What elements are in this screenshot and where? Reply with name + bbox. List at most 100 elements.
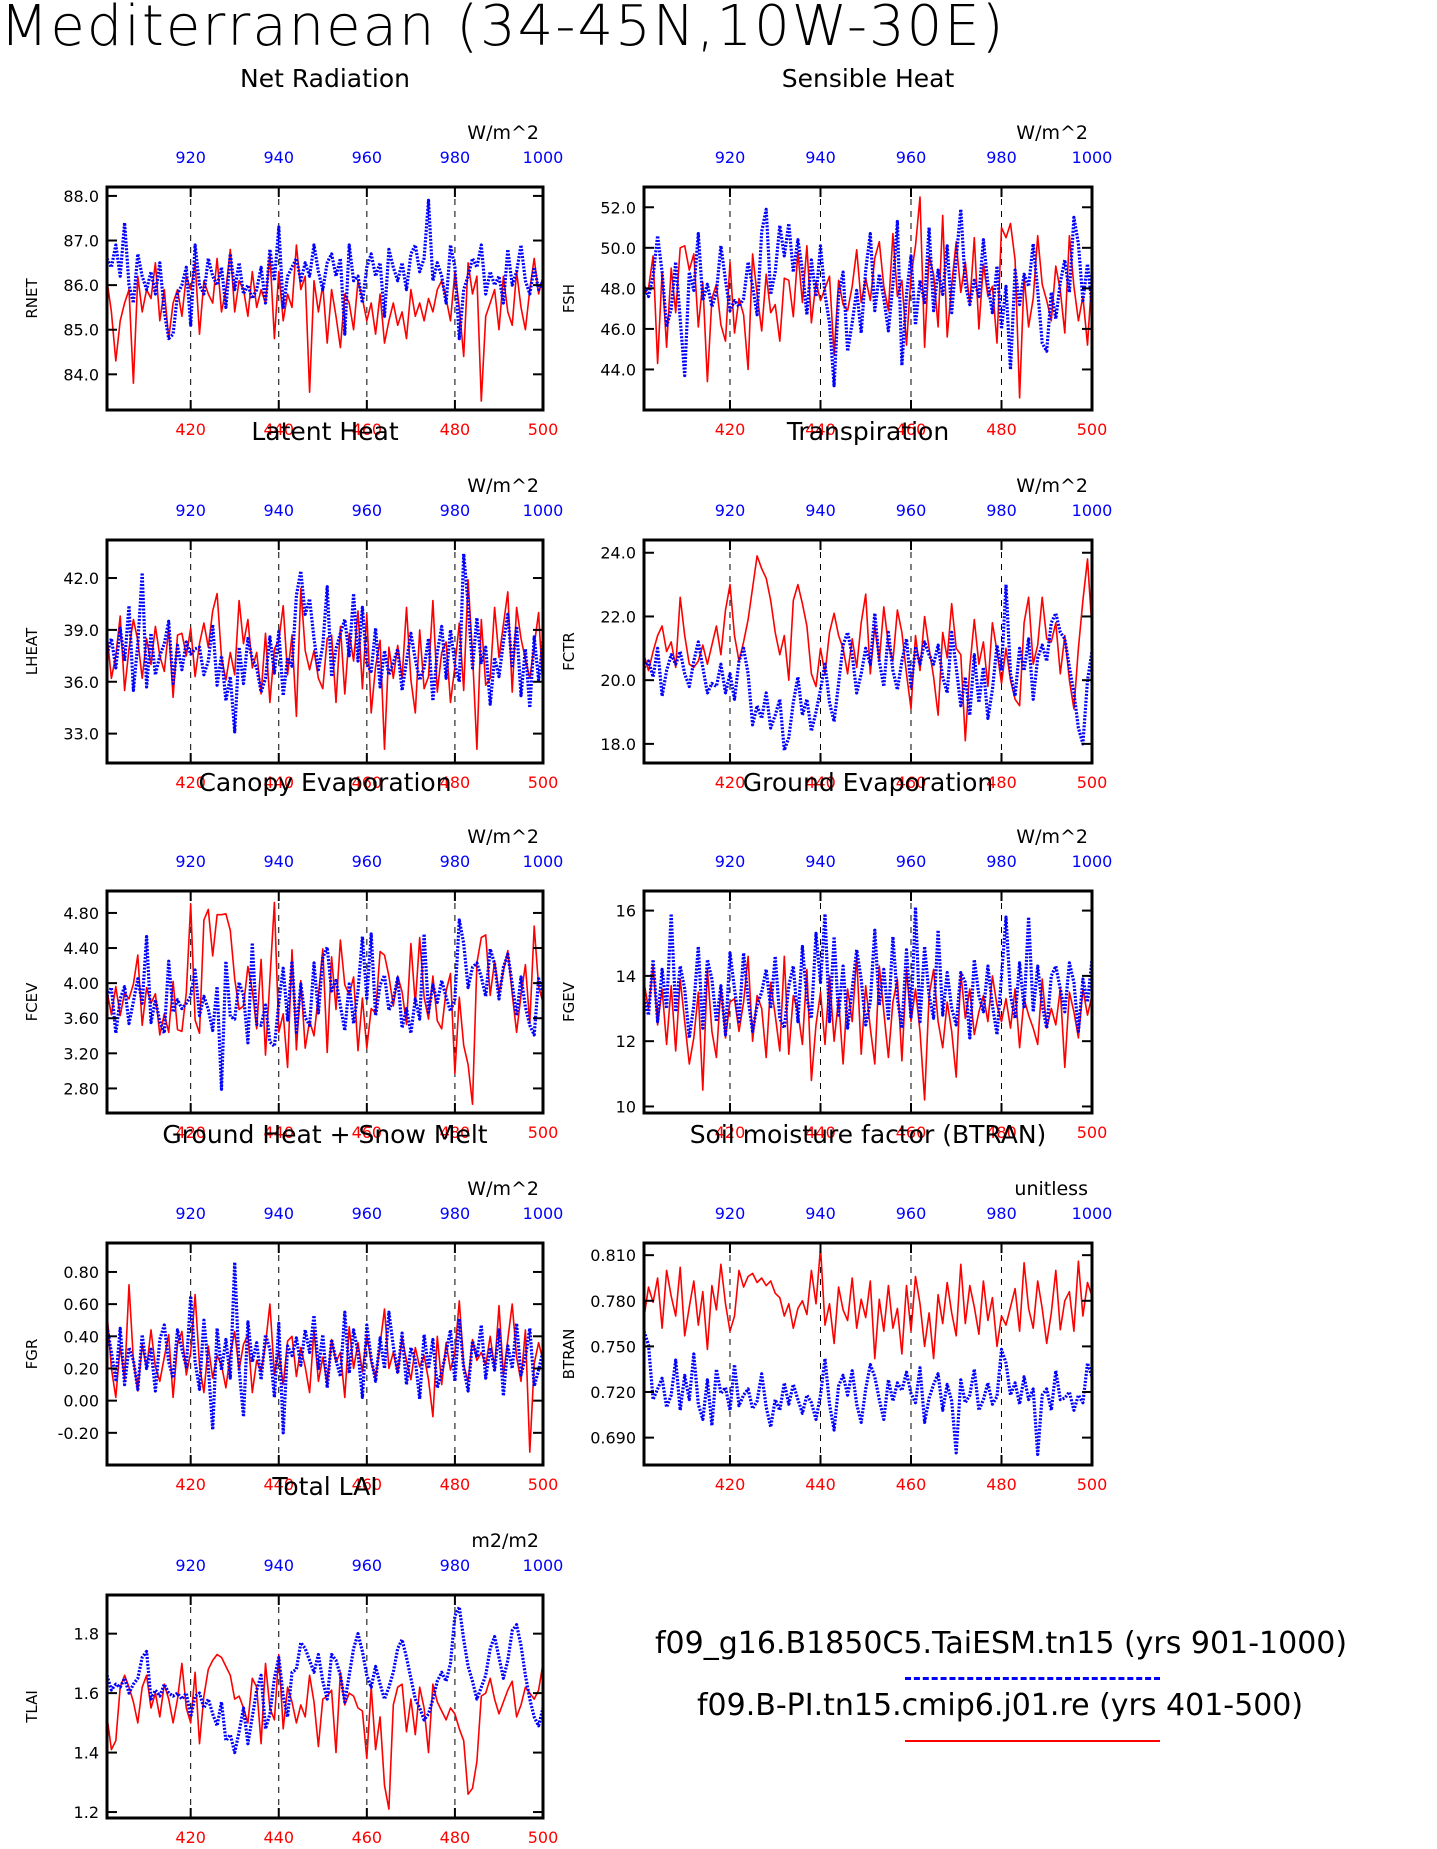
x-tick-label: 420 bbox=[175, 1123, 206, 1142]
units-label: W/m^2 bbox=[1016, 122, 1088, 144]
plot-frame bbox=[642, 538, 1094, 765]
y-tick-label: 4.00 bbox=[63, 974, 99, 993]
x-tick-label: 460 bbox=[352, 773, 383, 792]
y-tick-label: 84.0 bbox=[63, 365, 99, 384]
x-tick-label: 500 bbox=[1077, 1475, 1108, 1494]
x-top-tick-label: 920 bbox=[715, 1204, 746, 1223]
panel-title: Soil moisture factor (BTRAN) bbox=[690, 1120, 1047, 1149]
x-top-tick-label: 920 bbox=[175, 1556, 206, 1575]
panel-title: Ground Heat + Snow Melt bbox=[162, 1120, 487, 1149]
y-tick-label: 46.0 bbox=[600, 320, 636, 339]
x-top-tick-label: 920 bbox=[715, 148, 746, 167]
x-tick-label: 420 bbox=[175, 420, 206, 439]
y-axis-label: FGR bbox=[23, 1339, 41, 1370]
units-label: W/m^2 bbox=[467, 1178, 539, 1200]
x-top-tick-label: 980 bbox=[440, 148, 471, 167]
panel-fgr: Ground Heat + Snow Melt W/m^2 FGR -0.20 0.00… bbox=[23, 1120, 563, 1494]
x-top-tick-label: 960 bbox=[896, 852, 927, 871]
series-line-case2 bbox=[106, 244, 544, 402]
y-tick-label: 16 bbox=[616, 902, 636, 921]
x-top-tick-label: 1000 bbox=[1072, 1204, 1113, 1223]
units-label: W/m^2 bbox=[1016, 826, 1088, 848]
y-tick-label: 0.720 bbox=[590, 1383, 636, 1402]
x-tick-label: 460 bbox=[896, 420, 927, 439]
x-top-tick-label: 960 bbox=[352, 501, 383, 520]
x-top-tick-label: 980 bbox=[440, 1204, 471, 1223]
plot-frame bbox=[642, 889, 1094, 1115]
y-tick-label: 86.0 bbox=[63, 276, 99, 295]
y-tick-label: 18.0 bbox=[600, 735, 636, 754]
x-tick-label: 460 bbox=[896, 773, 927, 792]
x-tick-label: 500 bbox=[1077, 773, 1108, 792]
plot-frame bbox=[642, 185, 1094, 412]
x-tick-label: 420 bbox=[175, 1475, 206, 1494]
y-tick-label: 0.80 bbox=[63, 1263, 99, 1282]
x-top-tick-label: 980 bbox=[440, 1556, 471, 1575]
x-top-tick-label: 920 bbox=[175, 148, 206, 167]
x-top-tick-label: 960 bbox=[352, 1204, 383, 1223]
series-line-case1 bbox=[105, 1260, 545, 1435]
plot-frame bbox=[105, 1593, 545, 1820]
y-axis-label: FCEV bbox=[23, 982, 41, 1022]
x-tick-label: 480 bbox=[440, 773, 471, 792]
y-axis-label: FGEV bbox=[560, 981, 578, 1022]
panel-title: Total LAI bbox=[271, 1472, 377, 1501]
plot-frame bbox=[105, 185, 545, 412]
x-tick-label: 460 bbox=[896, 1123, 927, 1142]
series-line-case1 bbox=[105, 918, 545, 1091]
x-tick-label: 500 bbox=[1077, 1123, 1108, 1142]
y-axis-label: RNET bbox=[23, 278, 41, 319]
series-line-case2 bbox=[106, 578, 544, 751]
y-tick-label: 0.780 bbox=[590, 1292, 636, 1311]
legend-sample-case1 bbox=[905, 1677, 1160, 1680]
x-top-tick-label: 920 bbox=[715, 852, 746, 871]
x-tick-label: 480 bbox=[440, 1123, 471, 1142]
series-line-case2 bbox=[106, 1653, 544, 1810]
x-tick-label: 420 bbox=[715, 773, 746, 792]
x-top-tick-label: 1000 bbox=[523, 148, 564, 167]
panel-fctr: Transpiration W/m^2 FCTR 18.0 20.0 22.0 24.0 42… bbox=[560, 417, 1112, 792]
x-top-tick-label: 1000 bbox=[1072, 852, 1113, 871]
x-top-tick-label: 1000 bbox=[523, 1556, 564, 1575]
x-tick-label: 440 bbox=[263, 773, 294, 792]
x-tick-label: 500 bbox=[528, 1123, 559, 1142]
legend-sample-case2 bbox=[905, 1740, 1160, 1742]
y-tick-label: 3.60 bbox=[63, 1009, 99, 1028]
y-tick-label: 22.0 bbox=[600, 607, 636, 626]
y-axis-label: TLAI bbox=[23, 1690, 41, 1724]
plot-frame bbox=[642, 1241, 1094, 1467]
x-top-tick-label: 940 bbox=[263, 1556, 294, 1575]
y-tick-label: 1.8 bbox=[74, 1625, 99, 1644]
series-line-case1 bbox=[105, 552, 545, 734]
legend-label-case1: f09_g16.B1850C5.TaiESM.tn15 (yrs 901-100… bbox=[655, 1626, 1348, 1661]
x-tick-label: 420 bbox=[715, 420, 746, 439]
panel-title: Canopy Evaporation bbox=[198, 768, 451, 797]
x-tick-label: 480 bbox=[440, 420, 471, 439]
y-tick-label: 14 bbox=[616, 967, 636, 986]
y-tick-label: 33.0 bbox=[63, 725, 99, 744]
x-tick-label: 500 bbox=[528, 773, 559, 792]
x-tick-label: 440 bbox=[263, 1828, 294, 1847]
x-top-tick-label: 940 bbox=[263, 852, 294, 871]
x-tick-label: 480 bbox=[986, 773, 1017, 792]
units-label: W/m^2 bbox=[467, 122, 539, 144]
x-top-tick-label: 960 bbox=[896, 501, 927, 520]
x-top-tick-label: 960 bbox=[352, 148, 383, 167]
x-top-tick-label: 940 bbox=[805, 1204, 836, 1223]
x-tick-label: 460 bbox=[352, 1123, 383, 1142]
x-top-tick-label: 920 bbox=[175, 852, 206, 871]
x-top-tick-label: 940 bbox=[263, 501, 294, 520]
panel-rnet: Net Radiation W/m^2 RNET 84.0 85.0 86.0 87.0 88… bbox=[23, 64, 563, 439]
x-top-tick-label: 1000 bbox=[523, 852, 564, 871]
x-tick-label: 420 bbox=[715, 1475, 746, 1494]
x-top-tick-label: 920 bbox=[175, 501, 206, 520]
y-tick-label: 10 bbox=[616, 1097, 636, 1116]
plot-frame bbox=[105, 538, 545, 765]
y-axis-label: FCTR bbox=[560, 632, 578, 671]
x-tick-label: 460 bbox=[352, 1475, 383, 1494]
y-tick-label: 52.0 bbox=[600, 198, 636, 217]
x-tick-label: 440 bbox=[263, 1123, 294, 1142]
legend-label-case2: f09.B-PI.tn15.cmip6.j01.re (yrs 401-500) bbox=[697, 1688, 1304, 1723]
page-title: Mediterranean (34-45N,10W-30E) bbox=[0, 0, 1006, 59]
series-line-case2 bbox=[643, 1246, 1093, 1360]
